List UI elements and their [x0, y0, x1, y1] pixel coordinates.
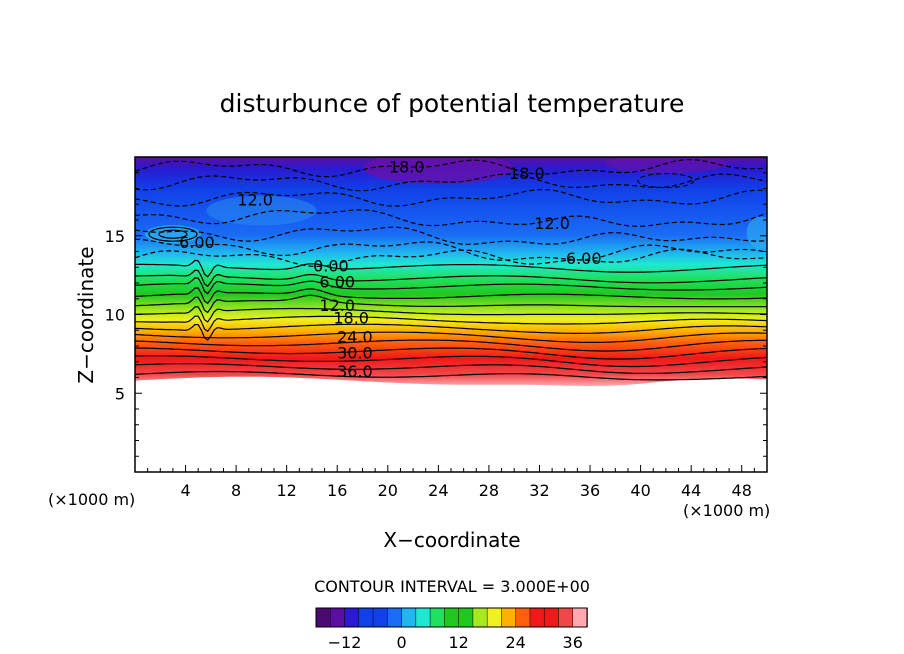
colorbar-cell: [372, 607, 389, 628]
colorbar-cell: [444, 607, 460, 628]
x-axis-ticks: 4 8 12 16 20 24 28 32 36 40 44 48: [147, 465, 755, 500]
contour-line-negative: [637, 173, 695, 189]
x-tick-label: 20: [378, 481, 398, 500]
contour-label: 36.0: [337, 362, 373, 381]
contour-label: 6.00: [319, 272, 355, 291]
contour-line-negative: [135, 238, 767, 261]
cold-core-region: [605, 157, 726, 174]
y-tick-label: 5: [115, 384, 125, 403]
contour-line: [135, 323, 767, 341]
colorbar-cell: [358, 607, 374, 628]
contour-line: [135, 287, 767, 305]
y-axis-ticks: 5 10 15: [105, 172, 767, 457]
contour-line: [135, 370, 767, 381]
colorbar-cell: [315, 607, 332, 628]
colorbar-tick-label: 12: [448, 633, 468, 652]
colorbar-cell: [572, 607, 588, 628]
y-axis-label: Z−coordinate: [74, 246, 98, 383]
x-tick-label: 24: [428, 481, 448, 500]
contour-label: 12.0: [534, 214, 570, 233]
colorbar-tick-label: 36: [563, 633, 583, 652]
contour-label: 18.0: [509, 164, 545, 183]
warm-anomaly-region: [746, 216, 767, 249]
x-tick-label: 8: [231, 481, 241, 500]
x-axis-label: X−coordinate: [383, 528, 520, 552]
contour-line-negative: [135, 159, 767, 178]
colorbar-cell: [458, 607, 474, 628]
contour-interval-text: CONTOUR INTERVAL = 3.000E+00: [314, 577, 590, 596]
y-tick-label: 10: [105, 306, 125, 325]
contour-line: [135, 355, 767, 368]
colorbar-cell: [472, 607, 488, 628]
contour-line: [135, 306, 767, 323]
contour-label: 6.00: [179, 233, 215, 252]
contour-line: [135, 363, 767, 374]
contour-line: [135, 315, 767, 333]
contour-label: 0.00: [313, 257, 349, 276]
contour-line: [135, 331, 767, 343]
contour-label: 12.0: [319, 296, 355, 315]
colorbar-cell: [401, 607, 417, 628]
cold-core-region: [363, 157, 514, 185]
colorbar-cell: [543, 607, 560, 628]
colorbar-cell: [515, 607, 531, 628]
warm-anomaly-region: [144, 225, 201, 244]
contour-label: 12.0: [237, 191, 273, 210]
colorbar-cell: [486, 607, 503, 628]
x-unit-right: (×1000 m): [683, 501, 770, 520]
colorbar-cell: [558, 607, 574, 628]
contour-line: [135, 339, 767, 352]
contour-line-negative: [135, 188, 767, 207]
colorbar-tick-label: 0: [396, 633, 406, 652]
colorbar-ticks: −12 0 12 24 36: [328, 633, 583, 652]
x-unit-left: (×1000 m): [48, 490, 135, 509]
y-tick-label: 15: [105, 227, 125, 246]
colorbar-tick-label: −12: [328, 633, 362, 652]
x-tick-label: 48: [732, 481, 752, 500]
x-tick-label: 40: [630, 481, 650, 500]
contour-label: 24.0: [337, 328, 373, 347]
contour-line-negative: [135, 173, 767, 192]
contour-label: 6.00: [566, 249, 602, 268]
field-features: [144, 157, 767, 249]
colorbar-cell: [429, 607, 446, 628]
x-tick-label: 32: [529, 481, 549, 500]
contour-line: [148, 226, 198, 242]
colorbar: [315, 607, 588, 628]
contour-label: 30.0: [337, 343, 373, 362]
colorbar-cell: [501, 607, 517, 628]
contour-line-negative: [135, 248, 767, 267]
contour-line: [135, 294, 767, 314]
contour-line: [135, 347, 767, 360]
x-tick-label: 28: [479, 481, 499, 500]
colorbar-frame: [315, 607, 588, 628]
x-tick-label: 4: [180, 481, 190, 500]
contour-line: [135, 259, 767, 278]
contour-line-negative: [135, 209, 767, 227]
contour-lines: [135, 159, 767, 381]
plot-area: 18.0 18.012.012.06.006.000.006.0012.018.0…: [135, 157, 767, 386]
contour-labels: 18.0 18.012.012.06.006.000.006.0012.018.0…: [179, 157, 601, 381]
colorbar-tick-label: 24: [506, 633, 526, 652]
contour-line: [158, 229, 188, 239]
colorbar-cell: [415, 607, 431, 628]
colorbar-cell: [344, 607, 360, 628]
x-tick-label: 12: [277, 481, 297, 500]
warm-anomaly-region: [206, 195, 317, 226]
contour-line-negative: [135, 226, 767, 245]
x-tick-label: 36: [580, 481, 600, 500]
colorbar-cell: [529, 607, 545, 628]
colorbar-cell: [387, 607, 403, 628]
x-tick-label: 16: [327, 481, 347, 500]
contour-line: [135, 269, 767, 288]
contour-label: 18.0: [333, 309, 369, 328]
contour-line: [135, 277, 767, 295]
x-tick-label: 44: [681, 481, 701, 500]
colorbar-cell: [330, 607, 346, 628]
chart-title: disturbunce of potential temperature: [220, 89, 685, 118]
contour-label: 18.0: [389, 157, 425, 176]
